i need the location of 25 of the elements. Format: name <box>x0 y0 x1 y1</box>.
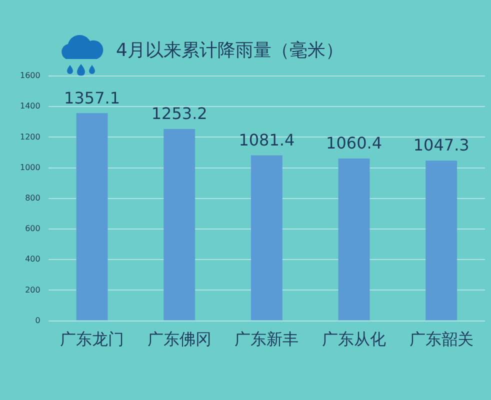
chart-title: 4月以来累计降雨量（毫米） <box>116 39 344 62</box>
x-tick-label: 广东龙门 <box>60 330 124 349</box>
data-label: 1357.1 <box>64 88 120 108</box>
x-tick-label: 广东韶关 <box>409 330 474 349</box>
y-tick-label: 1200 <box>20 132 40 142</box>
bar <box>164 129 196 320</box>
y-tick-label: 800 <box>25 193 40 202</box>
y-tick-label: 1000 <box>20 162 40 172</box>
y-tick-label: 200 <box>25 285 40 294</box>
bar <box>76 113 108 320</box>
y-tick-label: 1400 <box>20 102 40 111</box>
data-label: 1047.3 <box>413 136 470 155</box>
bar <box>426 160 458 320</box>
y-tick-label: 0 <box>35 316 40 325</box>
data-label: 1253.2 <box>151 104 208 124</box>
x-tick-label: 广东新丰 <box>234 330 299 349</box>
data-label: 1060.4 <box>326 134 382 153</box>
y-tick-label: 1600 <box>20 71 40 80</box>
y-tick-label: 600 <box>25 224 40 234</box>
bar <box>250 155 282 320</box>
bar <box>338 158 370 320</box>
x-tick-label: 广东佛冈 <box>147 330 212 349</box>
x-tick-label: 广东从化 <box>322 330 386 349</box>
data-label: 1081.4 <box>238 130 295 150</box>
y-tick-label: 400 <box>25 254 40 264</box>
